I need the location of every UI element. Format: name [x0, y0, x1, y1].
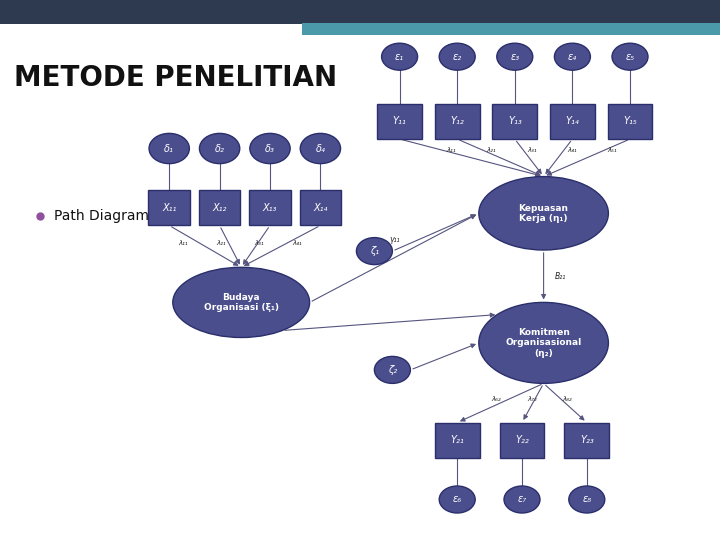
- Circle shape: [356, 238, 392, 265]
- Text: ε₆: ε₆: [453, 495, 462, 504]
- Text: Budaya
Organisasi (ξ₁): Budaya Organisasi (ξ₁): [204, 293, 279, 312]
- Text: δ₄: δ₄: [315, 144, 325, 153]
- Text: METODE PENELITIAN: METODE PENELITIAN: [14, 64, 338, 92]
- Text: ε₈: ε₈: [582, 495, 591, 504]
- Text: λ₃₁: λ₃₁: [254, 240, 264, 246]
- Bar: [302, 23, 720, 35]
- Text: λ₄₁: λ₄₁: [292, 240, 302, 246]
- Text: Y₂₃: Y₂₃: [580, 435, 594, 445]
- Text: Y₁₃: Y₁₃: [508, 117, 522, 126]
- Text: ε₄: ε₄: [568, 52, 577, 62]
- Circle shape: [300, 133, 341, 164]
- Text: Y₁₅: Y₁₅: [623, 117, 637, 126]
- Text: λ₂₁: λ₂₁: [487, 147, 496, 153]
- Text: λ₁₁: λ₁₁: [446, 147, 456, 153]
- FancyBboxPatch shape: [608, 104, 652, 139]
- Ellipse shape: [173, 267, 310, 338]
- Text: Y₂₂: Y₂₂: [515, 435, 529, 445]
- Text: ε₅: ε₅: [626, 52, 634, 62]
- Text: δ₁: δ₁: [164, 144, 174, 153]
- Circle shape: [439, 486, 475, 513]
- Text: δ₂: δ₂: [215, 144, 225, 153]
- Circle shape: [504, 486, 540, 513]
- Text: ε₃: ε₃: [510, 52, 519, 62]
- Ellipse shape: [479, 177, 608, 250]
- Text: B₂₁: B₂₁: [554, 272, 566, 281]
- Circle shape: [374, 356, 410, 383]
- Circle shape: [612, 43, 648, 70]
- Text: X₁₁: X₁₁: [162, 203, 176, 213]
- Text: λ₄₁: λ₄₁: [567, 147, 577, 153]
- Text: ε₇: ε₇: [518, 495, 526, 504]
- Bar: [0, 0, 720, 24]
- FancyBboxPatch shape: [500, 422, 544, 458]
- Ellipse shape: [479, 302, 608, 383]
- Text: λ₂₁: λ₂₁: [217, 240, 226, 246]
- Text: ε₂: ε₂: [453, 52, 462, 62]
- Circle shape: [199, 133, 240, 164]
- FancyBboxPatch shape: [435, 422, 480, 458]
- Text: Y₁₂: Y₁₂: [450, 117, 464, 126]
- Text: λ₆₂: λ₆₂: [491, 396, 501, 402]
- Circle shape: [250, 133, 290, 164]
- FancyBboxPatch shape: [148, 191, 190, 226]
- Text: λ₃₁: λ₃₁: [527, 147, 536, 153]
- Text: Y₁₁: Y₁₁: [392, 117, 407, 126]
- Text: γ₁₁: γ₁₁: [389, 235, 400, 244]
- Text: δ₃: δ₃: [265, 144, 275, 153]
- Circle shape: [497, 43, 533, 70]
- Circle shape: [569, 486, 605, 513]
- Text: X₁₂: X₁₂: [212, 203, 227, 213]
- Circle shape: [149, 133, 189, 164]
- FancyBboxPatch shape: [435, 104, 480, 139]
- Text: Y₂₁: Y₂₁: [450, 435, 464, 445]
- Text: λ₁₁: λ₁₁: [179, 240, 189, 246]
- FancyBboxPatch shape: [550, 104, 595, 139]
- Text: X₁₃: X₁₃: [263, 203, 277, 213]
- FancyBboxPatch shape: [377, 104, 422, 139]
- Circle shape: [439, 43, 475, 70]
- FancyBboxPatch shape: [300, 191, 341, 226]
- Text: Kepuasan
Kerja (η₁): Kepuasan Kerja (η₁): [518, 204, 569, 223]
- Text: λ₈₂: λ₈₂: [562, 396, 572, 402]
- Text: λ₇₂: λ₇₂: [527, 396, 536, 402]
- FancyBboxPatch shape: [492, 104, 537, 139]
- FancyBboxPatch shape: [564, 422, 609, 458]
- Circle shape: [554, 43, 590, 70]
- FancyBboxPatch shape: [249, 191, 291, 226]
- Text: Y₁₄: Y₁₄: [565, 117, 580, 126]
- Text: X₁₄: X₁₄: [313, 203, 328, 213]
- Text: Komitmen
Organisasional
(η₂): Komitmen Organisasional (η₂): [505, 328, 582, 358]
- Text: ζ₁: ζ₁: [370, 246, 379, 256]
- Text: λ₅₁: λ₅₁: [608, 147, 617, 153]
- Text: ζ₂: ζ₂: [388, 365, 397, 375]
- Text: ε₁: ε₁: [395, 52, 404, 62]
- Text: Path Diagram: Path Diagram: [54, 209, 149, 223]
- Circle shape: [382, 43, 418, 70]
- FancyBboxPatch shape: [199, 191, 240, 226]
